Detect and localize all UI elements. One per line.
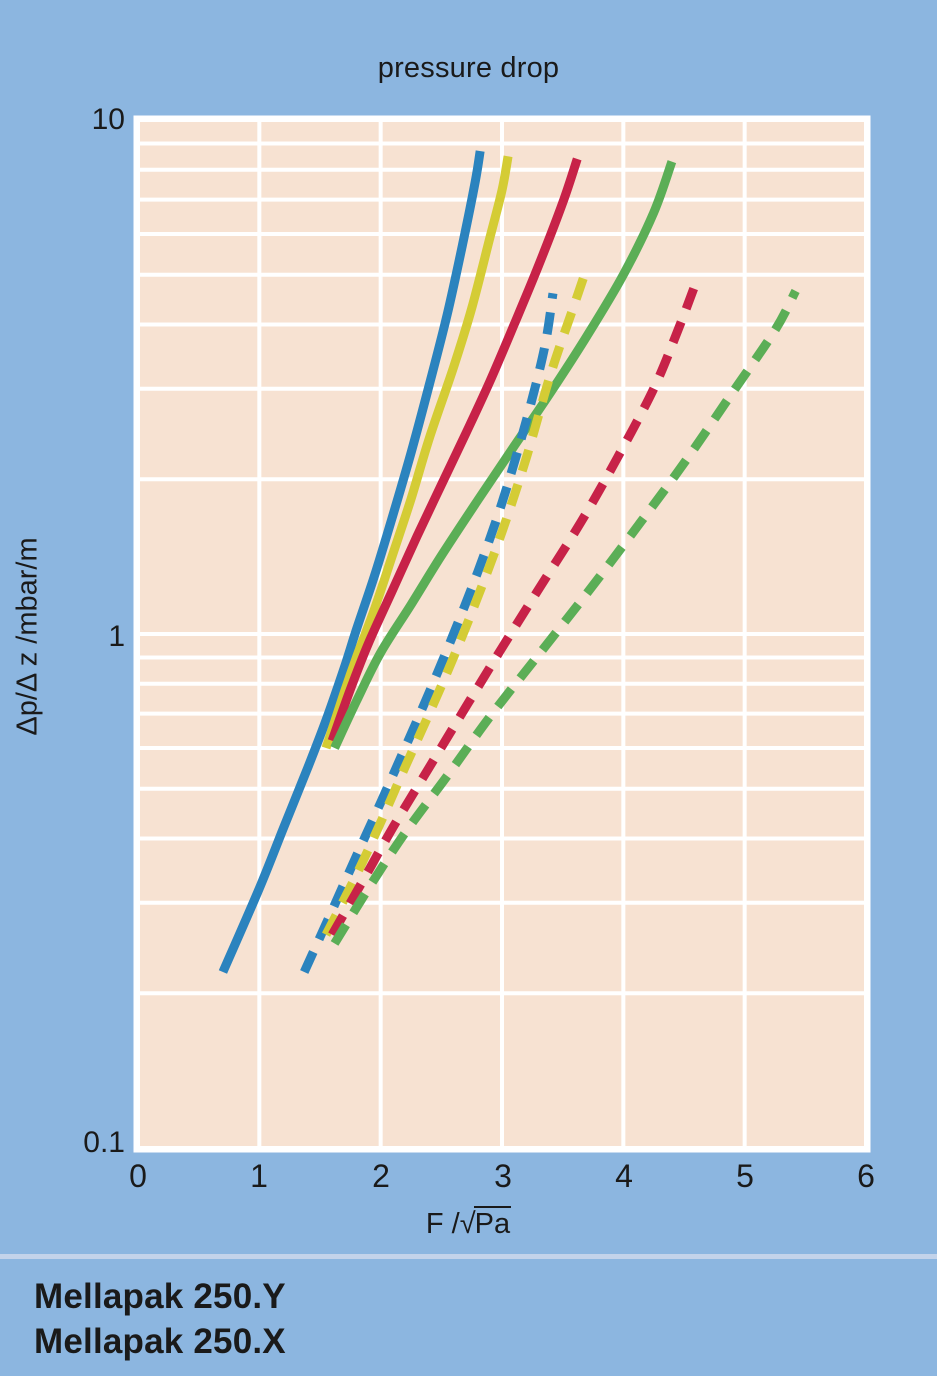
chart-series-line (327, 157, 582, 743)
chart-series-line (218, 150, 485, 974)
gridlines (136, 118, 868, 1150)
y-tick-10: 10 (91, 103, 125, 136)
x-tick-1: 1 (250, 1158, 268, 1194)
x-axis-label-symbol: F / (425, 1208, 460, 1240)
radical-sign: √ (459, 1208, 476, 1240)
chart-title: pressure drop (377, 52, 560, 84)
y-axis-label: Δp/Δ z /mbar/m (11, 537, 44, 736)
caption-block: Mellapak 250.Y Mellapak 250.X (0, 1259, 937, 1376)
x-tick-5: 5 (736, 1158, 754, 1194)
x-axis-label-radical-wrap: √Pa (459, 1205, 512, 1241)
x-axis-label-radicand: Pa (473, 1206, 512, 1240)
figure-panel: pressure drop 10 1 0.1 0 1 2 3 4 5 6 F /… (0, 52, 937, 1241)
x-tick-2: 2 (372, 1158, 390, 1194)
x-tick-0: 0 (129, 1158, 147, 1194)
caption-divider (0, 1254, 937, 1259)
caption-line-1: Mellapak 250.Y (34, 1277, 286, 1316)
x-tick-4: 4 (615, 1158, 633, 1194)
chart-series-line (330, 288, 800, 946)
y-tick-1: 1 (108, 620, 125, 653)
x-tick-3: 3 (494, 1158, 512, 1194)
chart-series-line (322, 273, 589, 937)
caption-line-2: Mellapak 250.X (34, 1321, 286, 1361)
x-tick-6: 6 (857, 1158, 875, 1194)
chart-series-line (300, 292, 558, 974)
plot-border (133, 115, 871, 1153)
curve-group (218, 150, 800, 974)
x-axis-label: F /√Pa (0, 1205, 937, 1241)
chart-series-line (330, 160, 677, 750)
chart-series-line (328, 286, 698, 937)
y-tick-0.1: 0.1 (83, 1126, 125, 1159)
chart-series-line (321, 155, 513, 750)
chart-plot (133, 115, 871, 1153)
